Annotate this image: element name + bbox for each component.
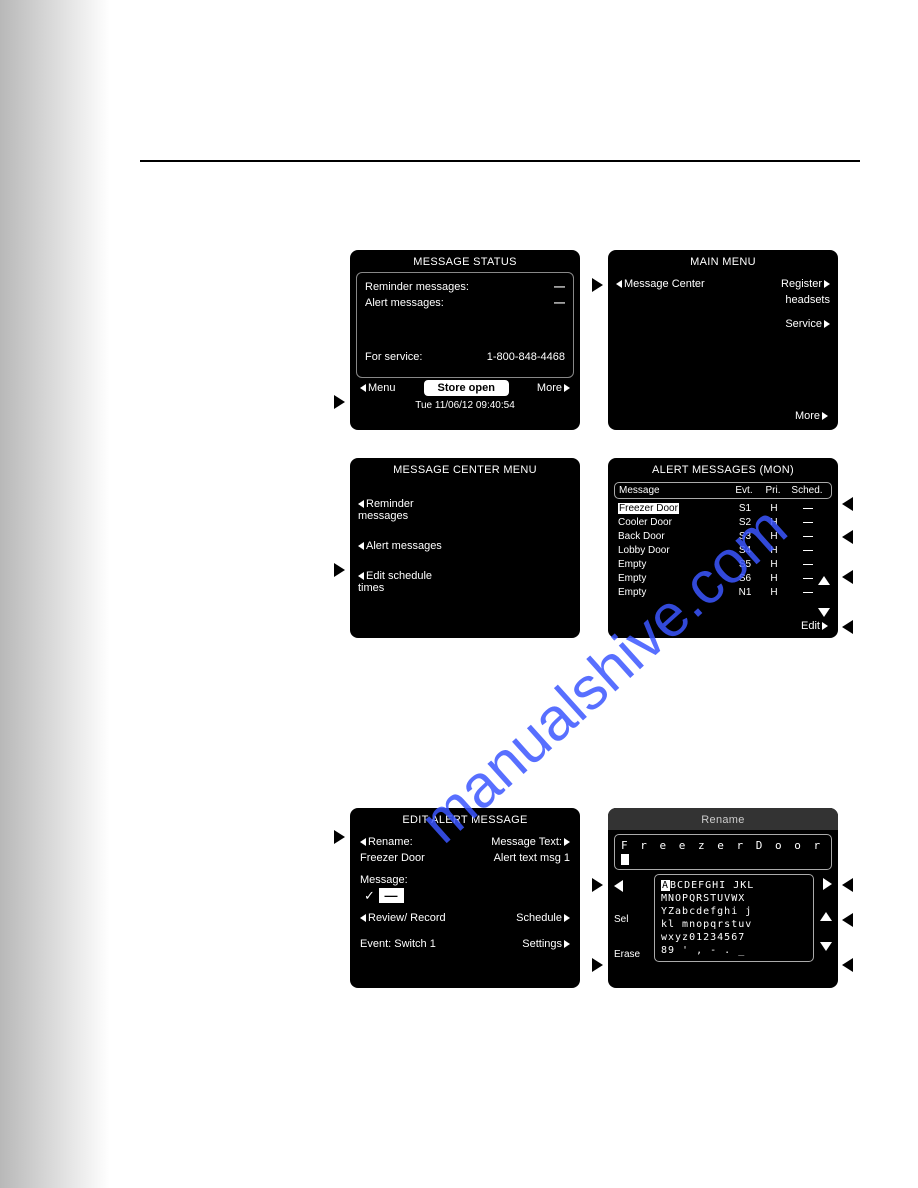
section-divider (140, 160, 860, 162)
pointer-alert-edit (842, 620, 853, 634)
table-row[interactable]: EmptyN1H— (608, 586, 838, 600)
table-row[interactable]: Cooler DoorS2H— (608, 516, 838, 530)
screen-edit-alert-message: EDIT ALERT MESSAGE Rename: Message Text:… (350, 808, 580, 988)
screen-title: ALERT MESSAGES (MON) (608, 458, 838, 480)
pointer-message-center (592, 278, 603, 292)
more-button[interactable]: More (795, 410, 828, 422)
mcm-body: Reminder messages Alert messages Edit sc… (350, 480, 580, 594)
pointer-alert-messages (334, 563, 345, 577)
row-alert: Alert messages:— (365, 295, 565, 311)
event-label: Event: Switch 1 (360, 938, 436, 950)
row-reminder: Reminder messages:— (365, 279, 565, 295)
table-row[interactable]: Freezer DoorS1H— (608, 502, 838, 516)
service-item[interactable]: Service (785, 318, 830, 330)
schedule-item[interactable]: Schedule (516, 912, 570, 924)
rename-input[interactable]: F r e e z e r D o o r (614, 834, 832, 870)
pointer-menu (334, 395, 345, 409)
screen-title: EDIT ALERT MESSAGE (350, 808, 580, 830)
edit-schedule-item[interactable]: Edit schedule times (358, 570, 448, 594)
settings-item[interactable]: Settings (522, 938, 570, 950)
footer-row: Menu Store open More (350, 378, 580, 398)
pointer-kb-up (842, 913, 853, 927)
table-header: Message Evt. Pri. Sched. (614, 482, 832, 499)
pointer-alert-scroll-up (842, 530, 853, 544)
page-gradient (0, 0, 110, 1188)
screen-message-center-menu: MESSAGE CENTER MENU Reminder messages Al… (350, 458, 580, 638)
sel-button[interactable]: Sel (614, 914, 654, 925)
rename-item[interactable]: Rename: (360, 836, 413, 848)
page-content: MESSAGE STATUS Reminder messages:— Alert… (110, 0, 918, 1188)
menu-button[interactable]: Menu (360, 382, 396, 394)
screen-title: MESSAGE CENTER MENU (350, 458, 580, 480)
pointer-kb-down (842, 958, 853, 972)
pointer-kb-right (842, 878, 853, 892)
screen-title: MAIN MENU (608, 250, 838, 272)
store-open-button[interactable]: Store open (424, 380, 509, 396)
main-menu-body: Message Center Register headsets Service (608, 272, 838, 336)
more-button[interactable]: More (537, 382, 570, 394)
keyboard[interactable]: ABCDEFGHI JKLMNOPQRSTUVWXYZabcdefghi jkl… (654, 874, 814, 962)
table-row[interactable]: EmptyS5H— (608, 558, 838, 572)
scroll-up-icon[interactable] (818, 576, 830, 585)
screen-alert-messages: ALERT MESSAGES (MON) Message Evt. Pri. S… (608, 458, 838, 638)
scroll-down-icon[interactable] (818, 608, 830, 617)
pointer-erase (592, 958, 603, 972)
screen-title: Rename (608, 808, 838, 830)
message-label: Message: (360, 874, 570, 886)
status-box: Reminder messages:— Alert messages:— For… (356, 272, 574, 378)
pointer-alert-scroll-down (842, 570, 853, 584)
alert-messages-item[interactable]: Alert messages (358, 540, 572, 552)
edit-body: Rename: Message Text: Freezer Door Alert… (350, 830, 580, 956)
pointer-rename (334, 830, 345, 844)
edit-button[interactable]: Edit (801, 620, 828, 632)
message-text-item[interactable]: Message Text: (491, 836, 570, 848)
table-row[interactable]: EmptyS6H— (608, 572, 838, 586)
screen-title: MESSAGE STATUS (350, 250, 580, 272)
pointer-alert-row (842, 497, 853, 511)
erase-button[interactable]: Erase (614, 949, 654, 960)
register-headsets-item[interactable]: Register (781, 278, 830, 290)
table-body: Freezer DoorS1H—Cooler DoorS2H—Back Door… (608, 502, 838, 600)
review-record-item[interactable]: Review/ Record (360, 912, 446, 924)
table-row[interactable]: Lobby DoorS4H— (608, 544, 838, 558)
screen-main-menu: MAIN MENU Message Center Register headse… (608, 250, 838, 430)
reminder-messages-item[interactable]: Reminder messages (358, 498, 428, 522)
message-toggle[interactable]: ✓ — (360, 886, 570, 910)
message-center-item[interactable]: Message Center (616, 278, 705, 290)
screen-message-status: MESSAGE STATUS Reminder messages:— Alert… (350, 250, 580, 430)
table-row[interactable]: Back DoorS3H— (608, 530, 838, 544)
datetime: Tue 11/06/12 09:40:54 (350, 398, 580, 411)
row-service: For service:1-800-848-4468 (365, 349, 565, 365)
screen-rename: Rename F r e e z e r D o o r Sel Erase A… (608, 808, 838, 988)
pointer-kb-left (592, 878, 603, 892)
